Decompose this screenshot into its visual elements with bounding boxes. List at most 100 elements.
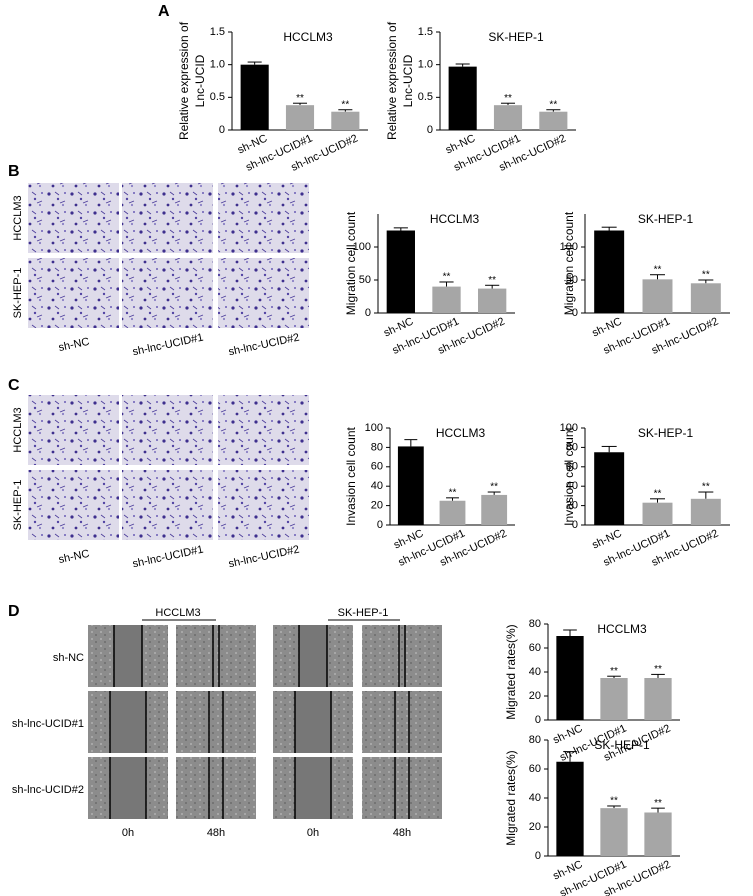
micrograph: [218, 395, 309, 465]
y-tick-label: 1.0: [210, 59, 225, 71]
y-tick-label: 0: [219, 124, 225, 136]
bar: [397, 446, 424, 525]
y-tick-label: 60: [529, 763, 541, 775]
micrograph: [122, 258, 213, 328]
chart-title: HCCLM3: [597, 622, 647, 636]
y-tick-label: 1.5: [210, 26, 225, 38]
significance-label: **: [654, 798, 662, 809]
y-tick-label: 0.5: [210, 91, 225, 103]
bar: [594, 452, 625, 525]
significance-label: **: [654, 488, 662, 499]
wound-gap: [110, 757, 146, 819]
y-tick-label: 20: [566, 500, 578, 512]
wound-gap: [114, 625, 142, 687]
y-tick-label: 0: [572, 519, 578, 531]
significance-label: **: [610, 666, 618, 677]
column-label: sh-lnc-UCID#2: [227, 332, 300, 359]
y-tick-label: 80: [566, 441, 578, 453]
y-tick-label: 1.0: [418, 59, 433, 71]
wound-image: [176, 757, 256, 819]
bar: [481, 494, 508, 525]
cell-line-label: HCCLM3: [155, 607, 200, 619]
bar: [690, 498, 721, 525]
significance-label: **: [504, 93, 512, 104]
bar: [556, 636, 584, 720]
y-tick-label: 100: [353, 241, 371, 253]
time-label: 48h: [393, 827, 411, 839]
chart-title: HCCLM3: [430, 212, 480, 226]
significance-label: **: [654, 264, 662, 275]
significance-label: **: [654, 664, 662, 675]
chart-title: HCCLM3: [283, 30, 333, 44]
bar: [386, 230, 415, 313]
cell-line-label: SK-HEP-1: [338, 607, 389, 619]
micrograph: [218, 470, 309, 540]
y-tick-label: 0: [535, 714, 541, 726]
bar: [642, 502, 673, 525]
y-tick-label: 100: [365, 422, 383, 434]
wound-image: [362, 757, 442, 819]
micrograph: [28, 183, 119, 253]
chart-title: SK-HEP-1: [638, 212, 694, 226]
y-tick-label: 0: [427, 124, 433, 136]
micrograph: [28, 258, 119, 328]
y-tick-label: 50: [359, 274, 371, 286]
bar: [448, 66, 477, 130]
y-tick-label: 0: [377, 519, 383, 531]
bar: [240, 64, 269, 130]
row-label: HCCLM3: [12, 195, 24, 240]
wound-gap: [110, 691, 146, 753]
y-tick-label: 1.5: [418, 26, 433, 38]
chart-title: SK-HEP-1: [488, 30, 544, 44]
bar: [644, 812, 672, 856]
y-axis-label: Invasion cell count: [562, 426, 576, 525]
wound-image: [362, 691, 442, 753]
y-tick-label: 60: [566, 461, 578, 473]
panel-label: A: [158, 3, 170, 20]
y-tick-label: 0.5: [418, 91, 433, 103]
y-axis-label: Invasion cell count: [344, 426, 358, 525]
y-axis-label: Migrated rates(%): [504, 624, 518, 719]
wound-gap: [295, 757, 331, 819]
wound-gap: [299, 625, 327, 687]
row-label: HCCLM3: [12, 407, 24, 452]
micrograph: [122, 395, 213, 465]
wound-gap: [295, 691, 331, 753]
micrograph: [122, 183, 213, 253]
significance-label: **: [702, 270, 710, 281]
chart-title: SK-HEP-1: [594, 738, 650, 752]
column-label: sh-lnc-UCID#2: [227, 544, 300, 571]
significance-label: **: [549, 99, 557, 110]
bar: [478, 288, 507, 313]
panel-label: B: [8, 163, 20, 180]
row-label: sh-NC: [53, 652, 84, 664]
y-tick-label: 40: [529, 666, 541, 678]
x-tick-label: sh-NC: [590, 315, 623, 339]
y-axis-label: Relative expression of: [385, 21, 399, 140]
y-tick-label: 0: [572, 307, 578, 319]
significance-label: **: [610, 796, 618, 807]
time-label: 0h: [122, 827, 134, 839]
micrograph: [28, 470, 119, 540]
y-tick-label: 20: [371, 500, 383, 512]
y-tick-label: 40: [529, 792, 541, 804]
bar: [642, 279, 673, 313]
bar: [556, 761, 584, 856]
y-tick-label: 40: [371, 480, 383, 492]
micrograph: [218, 258, 309, 328]
significance-label: **: [490, 482, 498, 493]
bar: [600, 808, 628, 856]
bar: [331, 111, 360, 130]
panel-label: D: [8, 603, 20, 620]
significance-label: **: [488, 275, 496, 286]
y-tick-label: 0: [535, 850, 541, 862]
bar: [644, 678, 672, 720]
significance-label: **: [296, 93, 304, 104]
y-axis-label: Lnc-UCID: [193, 54, 207, 107]
y-tick-label: 80: [529, 618, 541, 630]
bar: [439, 500, 466, 525]
y-tick-label: 80: [529, 734, 541, 746]
chart-title: SK-HEP-1: [638, 426, 694, 440]
wound-image: [176, 625, 256, 687]
